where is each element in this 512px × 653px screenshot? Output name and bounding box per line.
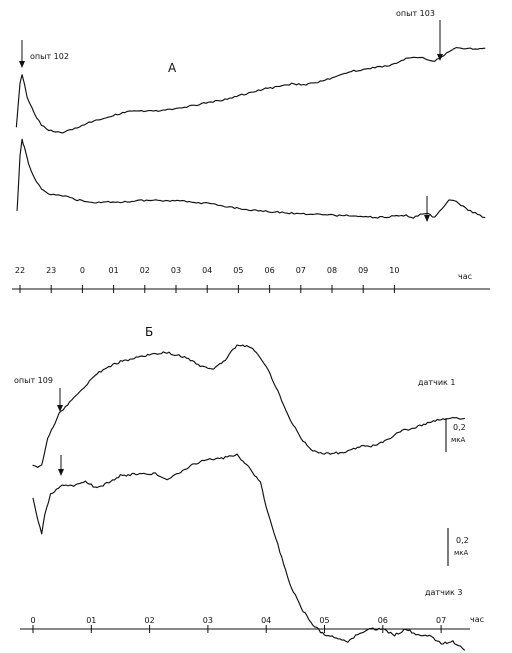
tick-label: 04 [202,266,212,275]
tick-label: 06 [265,266,275,275]
annotation-start-a: опыт 102 [30,52,69,61]
tick-label: 06 [378,616,388,625]
arrowhead-start-a [19,61,25,68]
tick-label: 10 [389,266,399,275]
arrowhead-mid-a [424,215,430,222]
tick-label: 22 [15,266,25,275]
panel-a: А опыт 102 опыт 103 22 23 0 01 02 03 04 05 06 07 0… [12,9,490,293]
arrowhead-start-b1 [57,405,63,412]
tick-label: 05 [233,266,243,275]
series-1-label: датчик 1 [418,378,455,387]
series-line-2 [32,453,465,651]
scale-bar-lower-value: 0,2 [456,536,469,545]
panel-a-label: А [168,61,177,75]
panel-a-axis-unit: час [458,272,472,281]
scale-bar-upper-value: 0,2 [453,423,466,432]
tick-label: 0 [80,266,85,275]
tick-label: 04 [261,616,271,625]
series-line-2 [16,138,486,219]
series-line-1 [32,344,465,468]
annotation-start-b: опыт 109 [14,376,53,385]
tick-label: 07 [296,266,306,275]
panel-b-axis-unit: час [470,615,484,624]
panel-b-series [32,344,465,651]
tick-label: 03 [171,266,181,275]
tick-label: 23 [46,266,56,275]
tick-label: 03 [203,616,213,625]
series-2-label: датчик 3 [425,588,462,597]
tick-label: 0 [30,616,35,625]
panel-a-series [15,47,486,219]
panel-b-ticks: 0 01 02 03 04 05 06 07 [30,616,446,633]
arrowhead-start-b2 [58,469,64,476]
series-line-1 [15,47,486,134]
panel-b: Б опыт 109 датчик 1 датчик 3 0,2 мкА 0,2… [14,325,484,651]
tick-label: 01 [86,616,96,625]
tick-label: 05 [319,616,329,625]
tick-label: 02 [145,616,155,625]
panel-b-label: Б [145,325,153,339]
tick-label: 07 [436,616,446,625]
tick-label: 08 [327,266,337,275]
panel-a-ticks: 22 23 0 01 02 03 04 05 06 07 08 09 10 [15,266,399,293]
tick-label: 01 [109,266,119,275]
tick-label: 09 [358,266,368,275]
tick-label: 02 [140,266,150,275]
scale-bar-upper-unit: мкА [451,436,466,444]
annotation-end-a: опыт 103 [396,9,435,18]
scale-bar-lower-unit: мкА [454,549,469,557]
